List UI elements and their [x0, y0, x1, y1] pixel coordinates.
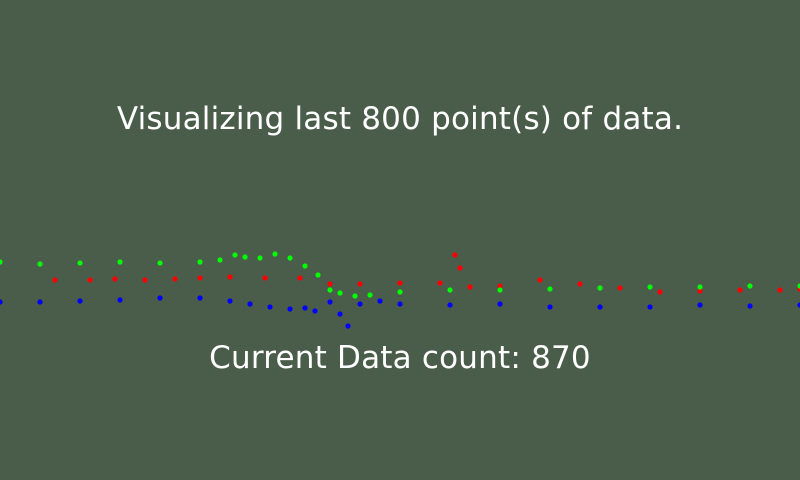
data-point [327, 287, 333, 293]
data-point [232, 252, 238, 258]
data-point [217, 257, 223, 263]
data-point [447, 302, 453, 308]
data-point [547, 286, 553, 292]
data-point [397, 301, 403, 307]
data-point [467, 284, 473, 290]
data-point [117, 259, 123, 265]
data-point [747, 283, 753, 289]
data-point [77, 260, 83, 266]
caption-suffix: point(s) of data. [421, 101, 684, 137]
data-point [797, 302, 800, 308]
data-point [647, 284, 653, 290]
data-point [337, 311, 343, 317]
data-point [737, 287, 743, 293]
data-point [287, 306, 293, 312]
data-point [272, 251, 278, 257]
data-point [197, 275, 203, 281]
data-point [345, 323, 351, 329]
data-point [357, 301, 363, 307]
data-point [647, 304, 653, 310]
data-point [352, 293, 358, 299]
data-point [172, 276, 178, 282]
data-point [337, 290, 343, 296]
data-point [577, 281, 583, 287]
data-point [357, 281, 363, 287]
visualizing-caption: Visualizing last 800 point(s) of data. [0, 101, 800, 137]
data-point [302, 305, 308, 311]
data-point [397, 289, 403, 295]
data-point [315, 272, 321, 278]
data-point [37, 299, 43, 305]
data-point [747, 303, 753, 309]
data-point [0, 299, 3, 305]
data-point [227, 298, 233, 304]
series-0 [52, 252, 800, 295]
series-1 [0, 251, 800, 299]
data-point [437, 280, 443, 286]
data-point [247, 301, 253, 307]
data-point [697, 302, 703, 308]
data-point [77, 298, 83, 304]
data-point [777, 287, 783, 293]
data-point [302, 263, 308, 269]
data-point [377, 298, 383, 304]
data-point [452, 252, 458, 258]
data-point [287, 255, 293, 261]
data-point [52, 277, 58, 283]
count-label: Current Data count: [209, 340, 532, 376]
data-point [497, 283, 503, 289]
data-point [617, 285, 623, 291]
data-count-caption: Current Data count: 870 [0, 340, 800, 376]
data-point [327, 281, 333, 287]
data-point [447, 287, 453, 293]
data-point [157, 295, 163, 301]
caption-prefix: Visualizing last [116, 101, 362, 137]
data-point [537, 277, 543, 283]
data-point [597, 304, 603, 310]
data-point [297, 275, 303, 281]
data-point [0, 259, 3, 265]
data-point [117, 297, 123, 303]
data-point [597, 285, 603, 291]
data-point [797, 283, 800, 289]
data-point [697, 284, 703, 290]
data-point [37, 261, 43, 267]
data-point [157, 260, 163, 266]
data-point [87, 277, 93, 283]
data-point [257, 255, 263, 261]
data-point [397, 280, 403, 286]
data-point [312, 308, 318, 314]
data-point [142, 277, 148, 283]
data-point [242, 254, 248, 260]
data-point [367, 292, 373, 298]
data-point [327, 299, 333, 305]
count-value: 870 [531, 340, 591, 376]
sensor-scatter-plot [0, 251, 800, 329]
data-point [267, 304, 273, 310]
series-2 [0, 295, 800, 329]
data-point [197, 259, 203, 265]
points-count: 800 [361, 101, 422, 137]
data-point [457, 265, 463, 271]
data-point [697, 288, 703, 294]
data-point [262, 275, 268, 281]
data-point [227, 274, 233, 280]
data-point [197, 295, 203, 301]
data-point [547, 304, 553, 310]
data-point [497, 301, 503, 307]
data-point [657, 289, 663, 295]
data-point [112, 276, 118, 282]
data-point [497, 287, 503, 293]
